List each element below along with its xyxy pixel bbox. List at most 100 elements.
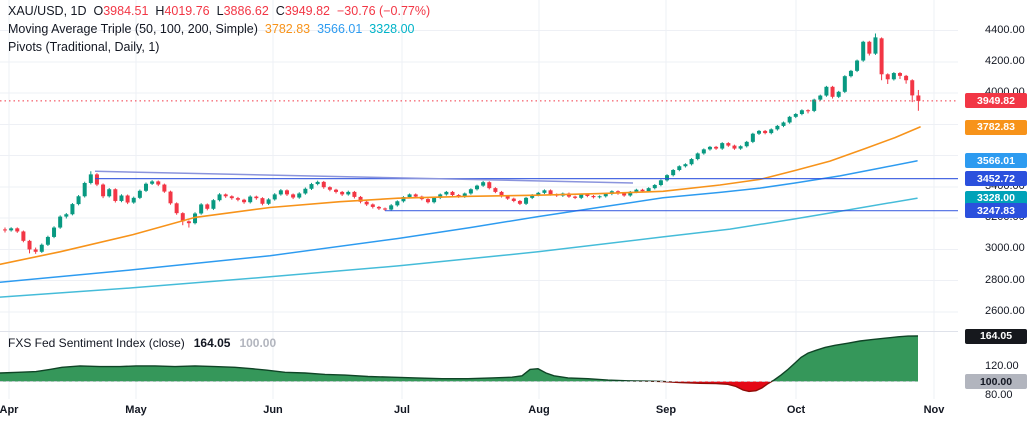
candle [591, 195, 596, 198]
sentiment-layer [0, 335, 919, 393]
trendline[interactable] [94, 170, 634, 184]
candle [150, 181, 155, 184]
candle [180, 213, 185, 222]
ma50-line [0, 126, 921, 266]
price-label: 3949.82 [965, 93, 1027, 109]
candle [855, 60, 860, 71]
sentiment-tick: 80.00 [985, 388, 1013, 401]
candle [15, 228, 20, 232]
candle [229, 196, 234, 199]
candle [689, 159, 694, 165]
pivots-indicator-title[interactable]: Pivots (Traditional, Daily, 1) [8, 40, 160, 54]
candle [143, 183, 148, 191]
candle [407, 194, 412, 198]
month-label-jul: Jul [394, 404, 410, 416]
price-label: 3328.00 [965, 190, 1027, 206]
candle [542, 190, 547, 193]
candle [193, 213, 198, 224]
candle [334, 189, 339, 192]
candle [597, 196, 602, 198]
ma200-line-layer [0, 197, 918, 298]
candle [707, 146, 712, 150]
candle [658, 180, 663, 186]
price-axis[interactable]: 4400.004200.004000.003400.003200.003000.… [958, 0, 1033, 424]
candle [548, 190, 553, 195]
candle [242, 199, 247, 203]
candle [235, 198, 240, 200]
ohlc-open: O 3984.51 [93, 4, 149, 18]
candle [58, 216, 63, 228]
candle [162, 184, 167, 192]
candle [628, 191, 633, 196]
ohlc-high: H 4019.76 [155, 4, 210, 18]
change-value: −30.76 (−0.77%) [337, 4, 431, 18]
candle [781, 122, 786, 126]
price-tick: 3000.00 [985, 242, 1025, 255]
ma-indicator-title[interactable]: Moving Average Triple (50, 100, 200, Sim… [8, 22, 258, 36]
candle [64, 214, 69, 217]
time-axis[interactable]: Apr May Jun Jul Aug Sep Oct Nov [0, 399, 958, 424]
candle [432, 197, 437, 203]
candle [39, 244, 44, 252]
candle [701, 149, 706, 154]
candle [683, 164, 688, 167]
candle [720, 143, 725, 149]
legend-main: XAU/USD, 1D O 3984.51 H 4019.76 L 3886.62 C… [8, 2, 430, 56]
legend-sentiment-row: FXS Fed Sentiment Index (close) 164.05 1… [8, 336, 276, 350]
candle [744, 141, 749, 147]
candle [585, 194, 590, 196]
candle [156, 181, 161, 185]
candle [904, 75, 909, 81]
candle [199, 204, 204, 214]
sentiment-value: 164.05 [193, 336, 231, 350]
candle [211, 200, 216, 209]
candle [401, 197, 406, 202]
month-label-apr: Apr [0, 404, 19, 416]
candle [125, 195, 130, 203]
candle [303, 188, 308, 194]
candle [646, 188, 651, 192]
candle [769, 129, 774, 134]
candle [248, 196, 253, 203]
sentiment-area-positive [0, 336, 918, 382]
candle [640, 189, 645, 192]
candle [309, 184, 314, 189]
candle [82, 182, 87, 197]
legend-pivots-row: Pivots (Traditional, Daily, 1) [8, 38, 430, 56]
candle [695, 153, 700, 160]
candle [321, 181, 326, 188]
candle [787, 116, 792, 123]
candle [530, 195, 535, 198]
candle [217, 194, 222, 201]
month-label-sep: Sep [655, 404, 677, 416]
candle [376, 206, 381, 209]
candle [438, 194, 443, 198]
candle [818, 95, 823, 100]
candle [634, 189, 639, 192]
candle [524, 197, 529, 204]
candle [383, 208, 388, 210]
candle [677, 166, 682, 170]
candle [714, 146, 719, 149]
candle [750, 133, 755, 142]
candle [315, 181, 320, 185]
candle [836, 91, 841, 97]
candle [812, 99, 817, 111]
candle [9, 228, 14, 231]
candle [364, 201, 369, 205]
candle [413, 194, 418, 197]
symbol-title[interactable]: XAU/USD, 1D [8, 4, 87, 18]
candle [113, 189, 118, 201]
candle [493, 188, 498, 192]
candle [101, 184, 106, 197]
sentiment-label: 100.00 [965, 374, 1027, 389]
candle [830, 86, 835, 97]
price-tick: 2600.00 [985, 305, 1025, 317]
ohlc-low: L 3886.62 [216, 4, 269, 18]
candle [468, 189, 473, 194]
candle [622, 193, 627, 196]
candle [223, 194, 228, 197]
sentiment-indicator-title[interactable]: FXS Fed Sentiment Index (close) [8, 336, 185, 350]
candle [726, 143, 731, 146]
